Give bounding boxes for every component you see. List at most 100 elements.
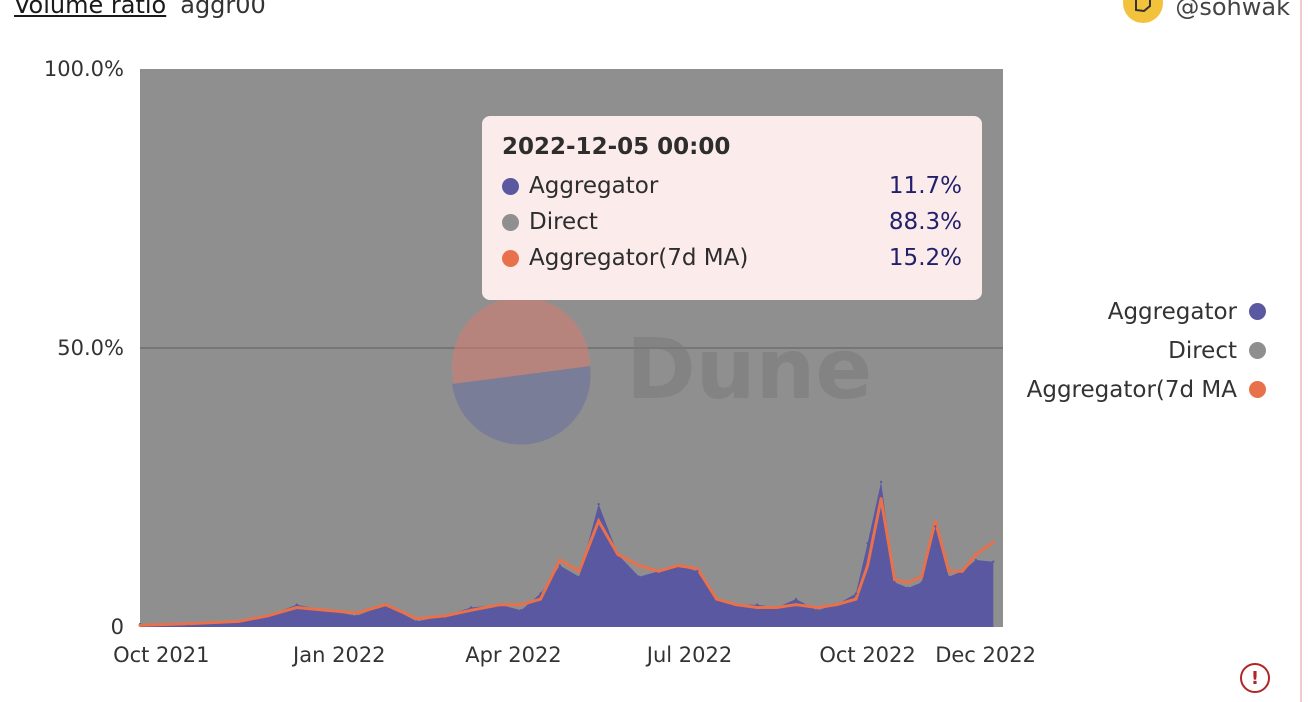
aggregator-point xyxy=(295,603,298,606)
ma-point xyxy=(577,569,581,573)
data-points xyxy=(138,480,995,627)
x-tick-label: Apr 2022 xyxy=(465,643,561,667)
tooltip-row-aggregator: Aggregator 11.7% xyxy=(502,168,962,204)
tooltip-label: Direct xyxy=(529,209,598,235)
series-aggregator-ma-line xyxy=(139,498,995,627)
ma-point xyxy=(920,575,924,579)
x-tick-label: Jul 2022 xyxy=(645,643,732,667)
aggregator-dot-icon xyxy=(1249,303,1266,320)
alert-icon[interactable]: ! xyxy=(1240,663,1270,693)
ma-point xyxy=(879,497,883,501)
ma-point xyxy=(444,614,448,618)
x-tick-label: Oct 2022 xyxy=(819,643,915,667)
ma-point xyxy=(775,605,779,609)
subtitle: aggr00 xyxy=(180,0,266,19)
ma-point xyxy=(974,552,978,556)
aggregator-point xyxy=(539,592,542,595)
ma-point xyxy=(295,605,299,609)
ma-point xyxy=(933,519,937,523)
author-link[interactable]: @sohwak xyxy=(1123,0,1290,23)
ma-point xyxy=(960,569,964,573)
ma-point xyxy=(616,552,620,556)
aggregator-point xyxy=(415,620,418,623)
ma-point xyxy=(138,623,142,627)
watermark-text: Dune xyxy=(626,320,872,418)
direct-dot-icon xyxy=(502,213,519,231)
y-tick-label: 100.0% xyxy=(44,57,124,81)
aggregator-point xyxy=(519,609,523,612)
ma-point xyxy=(657,569,661,573)
ma-point xyxy=(186,622,190,626)
x-tick-label: Jan 2022 xyxy=(291,643,386,667)
aggregator-point xyxy=(893,581,896,584)
aggregator-dot-icon xyxy=(502,177,519,195)
ma-point xyxy=(415,617,419,621)
aggregator-point xyxy=(816,609,819,612)
aggregator-point xyxy=(638,575,641,578)
aggregator-point xyxy=(947,575,951,578)
aggregator-point xyxy=(794,597,798,601)
ma-point xyxy=(597,519,601,523)
ma-point xyxy=(637,564,641,568)
aggregator-point xyxy=(920,581,923,584)
aggregator-point xyxy=(866,542,869,545)
aggregator-point xyxy=(355,614,358,618)
tooltip-label: Aggregator xyxy=(529,173,659,199)
ma-point xyxy=(237,619,241,623)
y-tick-label: 0 xyxy=(111,615,124,639)
chart-title: Volume ratio aggr00 xyxy=(14,0,266,19)
x-tick-label: Oct 2021 xyxy=(113,643,209,667)
aggregator-point xyxy=(992,560,995,563)
legend-item-ma[interactable]: Aggregator(7d MA xyxy=(1027,370,1266,409)
aggregator-point xyxy=(756,603,759,606)
tooltip-value: 11.7% xyxy=(888,173,962,199)
aggregator-point xyxy=(854,592,858,595)
y-axis: 0 50.0% 100.0% xyxy=(44,57,124,639)
ma-point xyxy=(866,564,870,568)
ma-point xyxy=(519,603,523,607)
aggregator-point xyxy=(906,586,910,590)
aggregator-point xyxy=(597,503,600,506)
ma-point xyxy=(695,566,699,570)
series-aggregator-area xyxy=(140,481,994,627)
ma-point xyxy=(715,597,719,601)
ma-point xyxy=(893,578,897,582)
title-link[interactable]: Volume ratio xyxy=(14,0,167,19)
y-tick-label: 50.0% xyxy=(57,336,124,360)
ma-point xyxy=(734,603,738,607)
author-name: @sohwak xyxy=(1175,0,1290,21)
dune-watermark: Dune xyxy=(452,297,872,445)
legend-item-aggregator[interactable]: Aggregator xyxy=(1027,292,1266,331)
aggregator-point xyxy=(974,558,978,562)
ma-point xyxy=(794,603,798,607)
ma-point xyxy=(266,614,270,618)
ma-point xyxy=(384,603,388,607)
ma-point xyxy=(947,569,951,573)
direct-dot-icon xyxy=(1249,342,1266,359)
legend-item-direct[interactable]: Direct xyxy=(1027,331,1266,370)
ma-point xyxy=(854,597,858,601)
legend-label: Direct xyxy=(1168,337,1237,364)
ma-point xyxy=(355,611,359,615)
legend-label: Aggregator xyxy=(1107,298,1237,325)
ma-point xyxy=(539,597,543,601)
ma-dot-icon xyxy=(502,249,519,267)
x-tick-label: Dec 2022 xyxy=(935,643,1036,667)
chart-legend: Aggregator Direct Aggregator(7d MA xyxy=(1027,292,1266,409)
ma-point xyxy=(498,603,502,607)
ma-point xyxy=(906,580,910,584)
ma-point xyxy=(558,558,562,562)
tooltip-row-ma: Aggregator(7d MA) 15.2% xyxy=(502,240,962,276)
avatar-icon xyxy=(1123,0,1164,23)
x-axis: Oct 2021 Jan 2022 Apr 2022 Jul 2022 Oct 2022… xyxy=(113,643,1036,667)
aggregator-point xyxy=(469,606,473,609)
aggregator-point xyxy=(879,480,883,484)
ma-point xyxy=(676,564,680,568)
ma-point xyxy=(835,603,839,607)
aggregator-point xyxy=(558,564,562,567)
tooltip-time: 2022-12-05 00:00 xyxy=(502,134,731,160)
aggregator-point xyxy=(696,570,699,573)
ma-point xyxy=(991,540,995,544)
tooltip-value: 15.2% xyxy=(888,245,962,271)
panel-border xyxy=(1300,0,1302,702)
